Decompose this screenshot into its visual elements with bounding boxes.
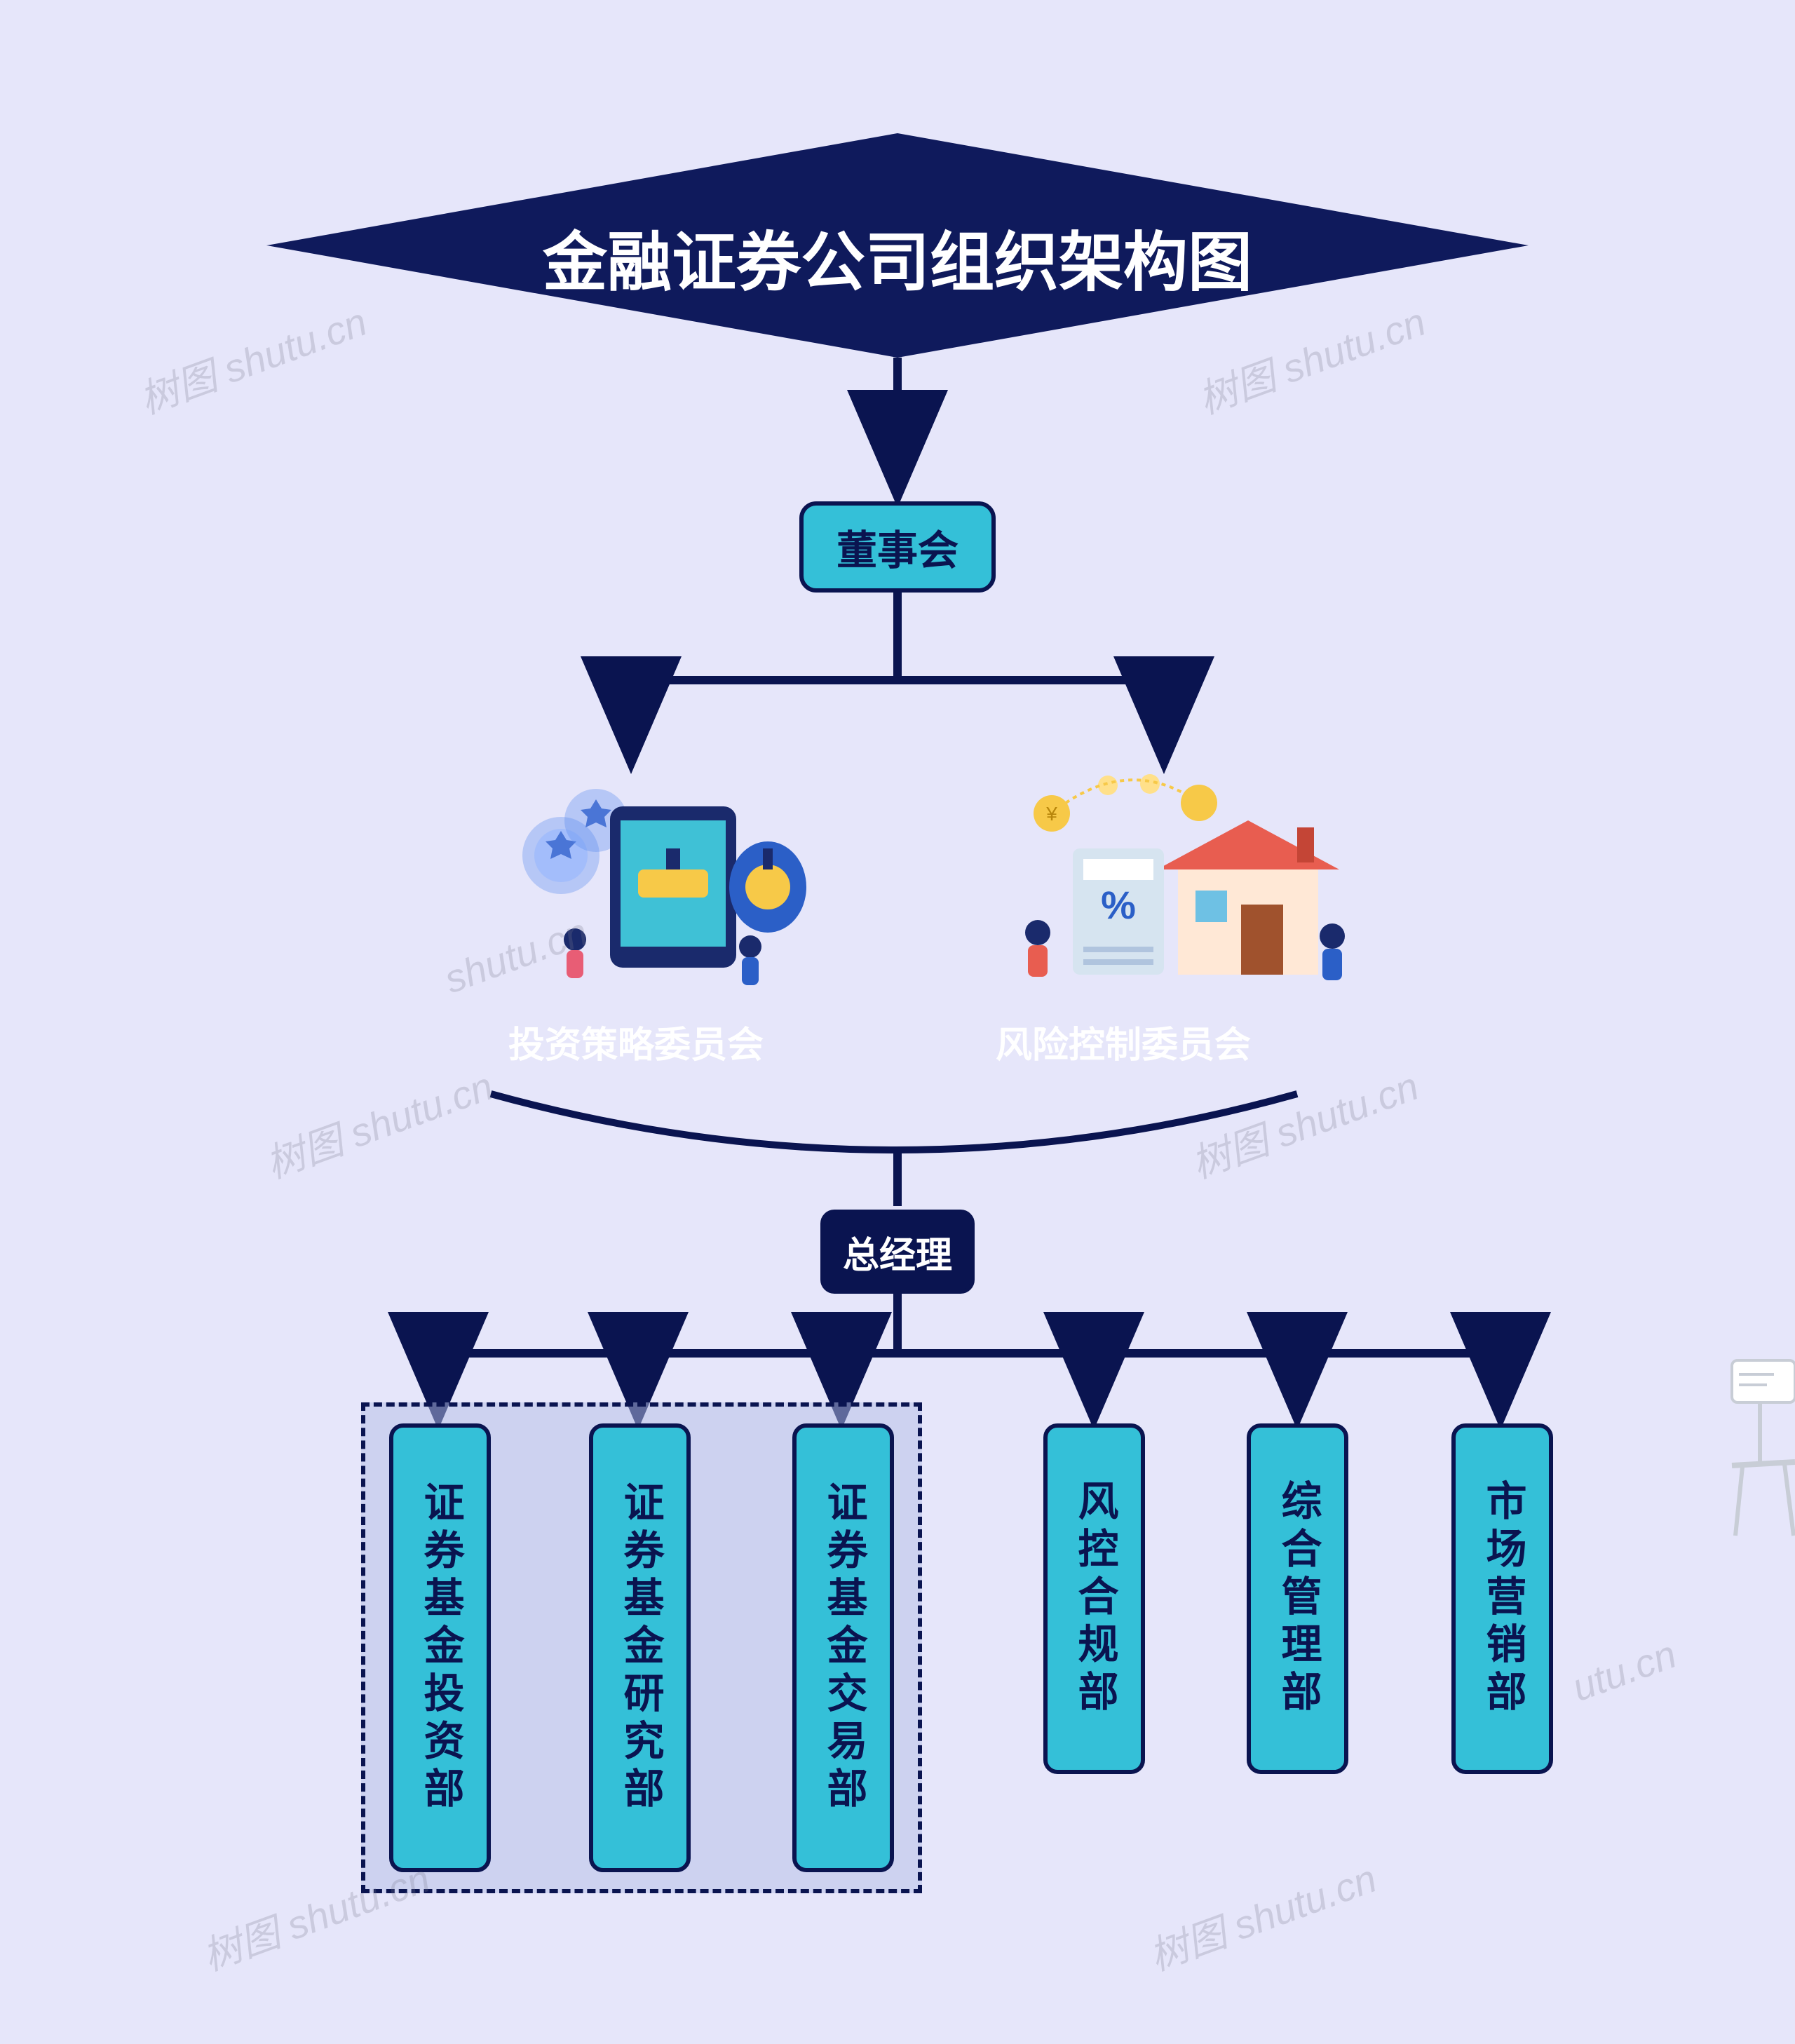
committee-investment-label: 投资策略委员会	[508, 1015, 764, 1068]
dept-research-label: 证券基金研究部	[611, 1481, 670, 1815]
committee-risk-label: 风险控制委员会	[996, 1015, 1251, 1068]
node-board-label: 董事会	[836, 517, 959, 576]
dept-trading: 证券基金交易部	[792, 1423, 894, 1872]
dept-risk-compliance: 风控合规部	[1043, 1423, 1145, 1774]
dept-investment-label: 证券基金投资部	[411, 1481, 470, 1815]
dept-risk-compliance-label: 风控合规部	[1065, 1480, 1124, 1718]
investment-committee-icon	[522, 789, 806, 985]
svg-text:¥: ¥	[1045, 803, 1057, 825]
node-general-manager-label: 总经理	[843, 1226, 952, 1278]
org-chart-canvas: ¥ %	[0, 0, 1795, 2044]
dept-general-admin-label: 综合管理部	[1268, 1480, 1327, 1718]
dept-trading-label: 证券基金交易部	[814, 1481, 873, 1815]
chart-title: 金融证券公司组织架构图	[543, 210, 1252, 304]
node-board: 董事会	[799, 501, 996, 593]
dept-marketing: 市场营销部	[1451, 1423, 1553, 1774]
committee-arc	[491, 1094, 1297, 1150]
risk-committee-icon: ¥ %	[1025, 774, 1345, 980]
decorative-whiteboard-icon	[1732, 1360, 1795, 1536]
dept-marketing-label: 市场营销部	[1473, 1480, 1532, 1718]
dept-general-admin: 综合管理部	[1247, 1423, 1348, 1774]
dept-investment: 证券基金投资部	[389, 1423, 491, 1872]
node-general-manager: 总经理	[820, 1210, 975, 1294]
dept-research: 证券基金研究部	[589, 1423, 691, 1872]
svg-text:%: %	[1101, 883, 1136, 927]
